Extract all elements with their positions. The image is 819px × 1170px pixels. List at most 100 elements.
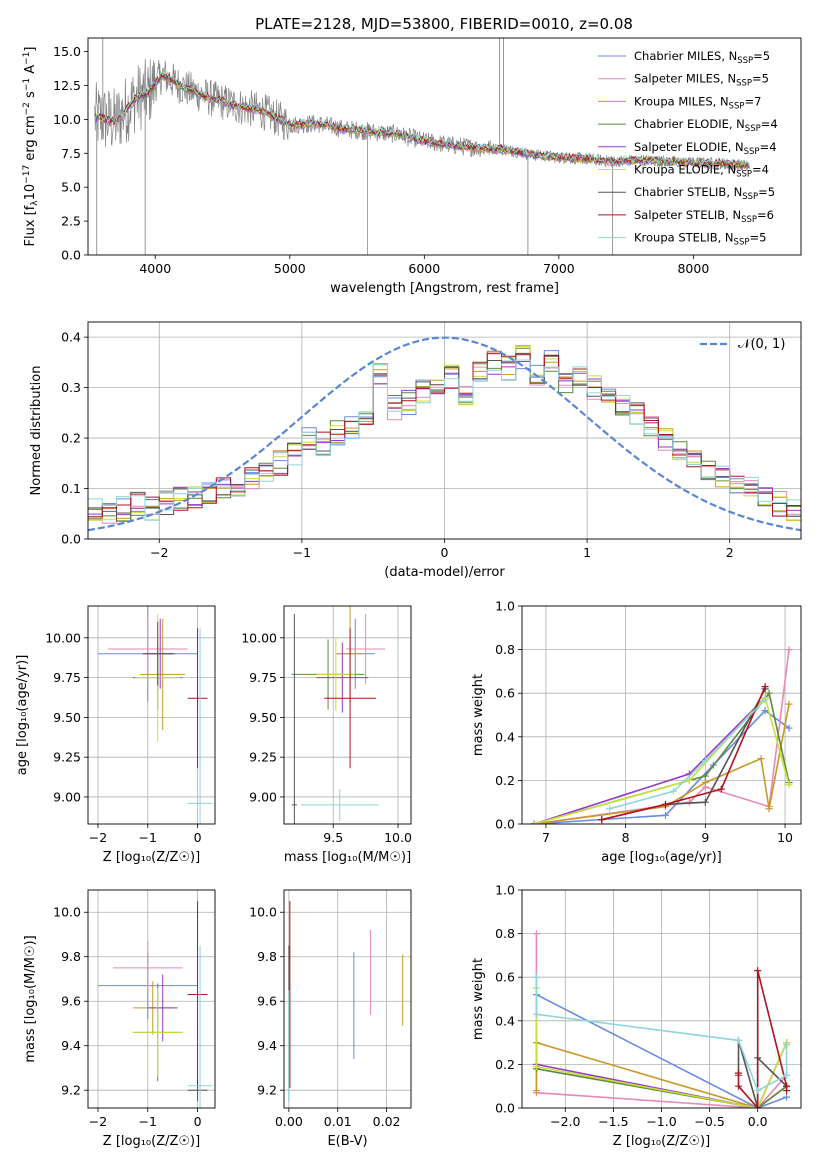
legend-label-sub: SSP	[741, 215, 757, 225]
mass-vs-metallicity-panel: −2 −1 0 9.2 9.4 9.6 9.8 10.0 Z [log₁₀(Z/Z☉)] mass…	[23, 889, 216, 1149]
y-tick-label: 9.25	[53, 750, 81, 765]
x-tick-label: 0.0	[748, 1114, 768, 1129]
x-axis-label: Z [log₁₀(Z/Z☉)]	[103, 850, 200, 865]
legend-label: Salpeter MILES, NSSP=5	[634, 72, 769, 89]
legend-label-end: =5	[752, 72, 769, 86]
legend-label-sub: SSP	[745, 124, 761, 134]
legend-label-sub: SSP	[734, 238, 750, 248]
x-tick-label: −1.0	[646, 1114, 676, 1129]
x-tick-label: 8	[622, 830, 630, 845]
mass-weight-marker	[783, 1071, 791, 1079]
legend-label-main: Kroupa ELODIE, N	[634, 163, 736, 177]
spectrum-panel: 4000 5000 6000 7000 8000 0.0 2.5 5.0 7.5 10.0 12.5…	[22, 37, 802, 296]
mass-weight-line	[536, 1068, 788, 1108]
mass-weight-line	[535, 988, 788, 1108]
legend-label: Chabrier STELIB, NSSP=5	[634, 185, 775, 202]
y-tick-label: 9.00	[53, 789, 81, 804]
x-tick-label: 6000	[408, 261, 440, 276]
y-tick-label: 0.8	[495, 642, 515, 657]
mass-weight-marker	[734, 1082, 742, 1090]
y-axis-label-part: −17	[22, 165, 32, 184]
residual-histogram-line	[88, 354, 801, 522]
y-tick-label: 5.0	[61, 180, 81, 195]
plot-area	[291, 606, 386, 824]
x-axis-label: Z [log₁₀(Z/Z☉)]	[613, 1134, 710, 1149]
mass-weight-marker	[754, 967, 762, 975]
y-tick-label: 1.0	[495, 883, 515, 898]
x-tick-label: 0.02	[373, 1114, 401, 1129]
y-tick-label: 1.0	[495, 599, 515, 614]
axes-frame	[87, 889, 216, 1109]
x-axis-label: (data-model)/error	[384, 565, 505, 580]
y-tick-label: 7.5	[61, 146, 81, 161]
y-tick-label: 0.4	[61, 330, 81, 345]
y-tick-label: 0.2	[61, 431, 81, 446]
mass-weight-line	[536, 993, 787, 1108]
axes-frame	[283, 605, 412, 825]
y-axis-label-part: ]	[23, 47, 38, 52]
model-spectrum-line	[94, 70, 749, 168]
mass-weight-line	[533, 697, 766, 824]
legend-label: Chabrier ELODIE, NSSP=4	[634, 117, 778, 134]
legend-label-sub: SSP	[742, 192, 758, 202]
y-axis-label-part: erg cm	[23, 115, 38, 164]
x-tick-label: 10	[777, 830, 793, 845]
y-tick-label: 0.2	[495, 1057, 515, 1072]
axes-frame	[87, 321, 802, 540]
mass-weight-marker	[754, 1104, 762, 1108]
y-tick-label: 9.75	[53, 670, 81, 685]
age-vs-metallicity-panel: −2 −1 0 9.00 9.25 9.50 9.75 10.00 Z [log₁₀(Z/Z☉)…	[15, 605, 216, 865]
y-tick-label: 9.50	[249, 710, 277, 725]
y-axis-label-part: −1	[22, 52, 32, 65]
mass-weight-marker	[669, 787, 677, 795]
residuals-panel: −2 −1 0 1 2 0.0 0.1 0.2 0.3 0.4 (data-model)/error…	[29, 321, 802, 580]
legend-label-main: Kroupa MILES, N	[634, 94, 729, 108]
mass-weight-marker	[532, 1010, 540, 1018]
y-tick-label: 9.25	[249, 750, 277, 765]
mass-weight-marker	[761, 683, 769, 691]
y-tick-label: 9.4	[257, 1038, 277, 1053]
mass-weight-marker	[765, 689, 773, 697]
x-tick-label: −1	[293, 545, 311, 560]
x-tick-label: 2	[726, 545, 734, 560]
y-tick-label: 9.2	[61, 1083, 81, 1098]
mass-weight-marker	[701, 772, 709, 780]
legend-label-end: =7	[744, 94, 761, 108]
legend-label-main: Salpeter STELIB, N	[634, 208, 741, 222]
y-axis-label: mass [log₁₀(M/M☉)]	[23, 935, 38, 1062]
y-axis-label: mass weight	[471, 674, 486, 756]
y-tick-label: 9.8	[61, 949, 81, 964]
x-tick-label: 7000	[543, 261, 575, 276]
figure-title: PLATE=2128, MJD=53800, FIBERID=0010, z=0…	[255, 15, 633, 33]
residual-histogram-line	[88, 352, 801, 518]
legend-label-main: Kroupa STELIB, N	[634, 231, 734, 245]
x-axis-label: age [log₁₀(age/yr)]	[601, 850, 722, 865]
x-tick-label: −2	[150, 545, 168, 560]
massweight-vs-age-panel: 7 8 9 10 0.0 0.2 0.4 0.6 0.8 1.0 age [log₁₀(age/yr…	[471, 599, 802, 865]
y-axis-label-part: −2	[22, 102, 32, 115]
legend-label-end: =5	[758, 185, 775, 199]
mass-weight-line	[601, 686, 766, 821]
x-tick-label: −2	[89, 1114, 107, 1129]
mass-weight-marker	[765, 805, 773, 813]
legend-label-end: =4	[752, 163, 769, 177]
mass-weight-line	[609, 699, 766, 810]
legend-label: Salpeter STELIB, NSSP=6	[634, 208, 774, 225]
gaussian-curve	[88, 336, 801, 532]
y-tick-label: 9.8	[257, 949, 277, 964]
y-axis-label: Normed distribution	[29, 366, 44, 496]
mass-weight-marker	[701, 798, 709, 806]
y-axis-label: mass weight	[471, 958, 486, 1040]
axes-frame	[283, 889, 412, 1109]
mass-weight-marker	[701, 779, 709, 787]
legend-label-main: Salpeter ELODIE, N	[634, 140, 744, 154]
y-tick-label: 0.6	[495, 686, 515, 701]
x-axis-label: Z [log₁₀(Z/Z☉)]	[103, 1134, 200, 1149]
legend-label-end: =6	[757, 208, 774, 222]
mass-weight-line	[737, 1040, 788, 1108]
x-tick-label: 1	[583, 545, 591, 560]
age-vs-mass-panel: 9.5 10.0 9.00 9.25 9.50 9.75 10.00 mass [log₁₀(…	[241, 605, 412, 865]
mass-weight-marker	[761, 707, 769, 715]
y-tick-label: 2.5	[61, 214, 81, 229]
y-tick-label: 10.0	[53, 905, 81, 920]
